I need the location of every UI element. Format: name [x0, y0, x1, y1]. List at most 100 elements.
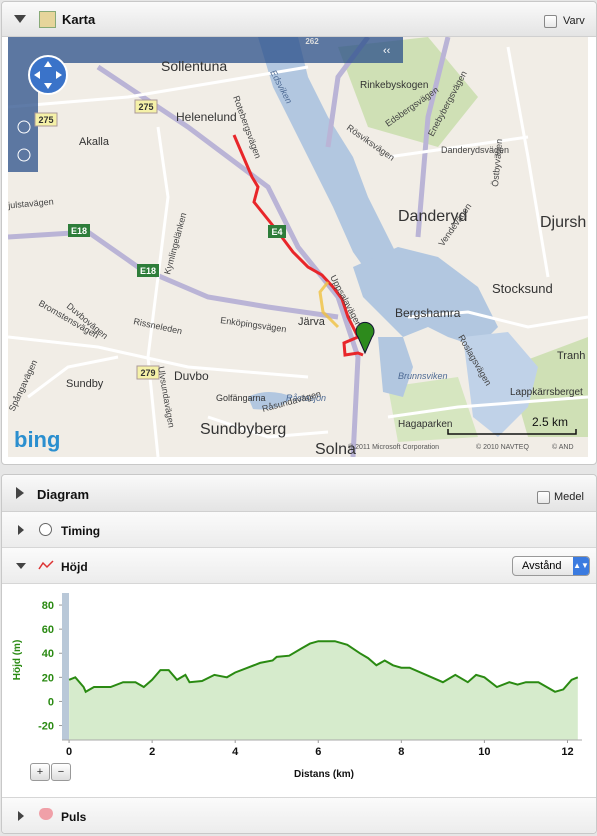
map-header: Karta Varv	[2, 2, 596, 37]
expand-arrow[interactable]	[18, 811, 24, 821]
road-label: 279	[140, 368, 155, 378]
zoom-in-button[interactable]: +	[30, 763, 50, 781]
expand-arrow[interactable]	[18, 525, 24, 535]
place: Akalla	[79, 136, 110, 148]
street: Danderydsvägen	[441, 145, 509, 155]
x-tick-label: 8	[398, 746, 404, 758]
road-label: E18	[71, 226, 87, 236]
route-alt	[318, 281, 340, 329]
x-tick-label: 6	[315, 746, 321, 758]
range-handle	[62, 593, 69, 740]
timing-row[interactable]: Timing	[2, 512, 596, 548]
water	[463, 332, 538, 437]
chart: Höjd (m) Distans (km) 80 60 40 20 0 -20 0 2 4 6 8 1…	[12, 593, 582, 780]
row-title: Höjd	[61, 560, 88, 574]
place: Brunnsviken	[398, 371, 448, 381]
elevation-line	[68, 640, 579, 694]
clock-icon	[39, 523, 52, 536]
x-axis-label: Distans (km)	[294, 769, 354, 780]
x-tick-label: 10	[478, 746, 490, 758]
street: Djulstavägen	[8, 196, 54, 210]
y-tick-label: 60	[42, 624, 54, 636]
road-label: 275	[138, 102, 153, 112]
copyright: © 2011 Microsoft Corporation © 2010 NAVT…	[348, 443, 574, 451]
route	[232, 134, 364, 357]
y-tick-label: 40	[42, 648, 54, 660]
place: Lappkärrsberget	[510, 387, 583, 398]
x-tick-label: 0	[66, 746, 72, 758]
panel-title: Karta	[62, 12, 96, 27]
area-fill	[69, 641, 578, 740]
place: Bergshamra	[395, 306, 461, 320]
map[interactable]: ‹‹ E4 E18 E18 275 275 279 262 Sollentuna…	[8, 37, 588, 457]
scale-bar	[447, 429, 577, 435]
place: Sundbyberg	[200, 421, 286, 438]
road-label: E4	[271, 227, 282, 237]
place: Tranh	[557, 350, 585, 362]
collapse-arrow[interactable]	[16, 563, 26, 569]
bing-logo: bing	[14, 427, 60, 452]
select-value: Avstånd	[522, 560, 562, 572]
place: Järva	[298, 316, 326, 328]
place: Hagaparken	[398, 419, 452, 430]
y-tick-label: 0	[48, 696, 54, 708]
water	[378, 337, 413, 397]
row-title: Timing	[61, 524, 101, 538]
checkbox-label: Varv	[563, 15, 585, 27]
checkbox[interactable]	[544, 15, 557, 28]
hojd-row[interactable]: Höjd Avstånd ▲▼	[2, 548, 596, 584]
diagram-header: Diagram Medel	[2, 475, 596, 512]
road-label: E18	[140, 266, 156, 276]
copyright-text: © 2010 NAVTEQ	[476, 443, 529, 451]
water	[248, 392, 293, 410]
panel-title: Diagram	[37, 487, 90, 502]
place: Golfängarna	[216, 393, 266, 403]
y-tick-label: -20	[38, 721, 54, 733]
road-label: 275	[38, 115, 53, 125]
select[interactable]: Avstånd ▲▼	[512, 556, 590, 576]
expand-arrow[interactable]	[16, 487, 24, 499]
collapse-arrow[interactable]	[14, 15, 26, 23]
collapse[interactable]: ‹‹	[383, 45, 391, 57]
place: Helenelund	[176, 110, 237, 124]
x-tick-label: 2	[149, 746, 155, 758]
checkbox-label: Medel	[554, 491, 584, 503]
x-tick-label: 4	[232, 746, 239, 758]
road-label: 262	[305, 37, 319, 46]
x-tick-label: 12	[561, 746, 573, 758]
place: Rinkebyskogen	[360, 80, 428, 91]
heart-icon	[39, 808, 53, 820]
map-icon	[39, 11, 56, 28]
zoom-in[interactable]	[17, 120, 31, 134]
road-badges: E4 E18 E18 275 275 279 262	[34, 37, 319, 380]
place: Sundby	[66, 378, 104, 390]
place: Råstasjön	[286, 393, 326, 403]
select-arrow: ▲▼	[573, 557, 589, 575]
y-tick-label: 80	[42, 600, 54, 612]
puls-row[interactable]: Puls	[2, 797, 596, 833]
y-tick-label: 20	[42, 672, 54, 684]
row-title: Puls	[61, 810, 87, 824]
place: Danderyd	[398, 208, 467, 225]
place: Duvbo	[174, 369, 209, 383]
checkbox[interactable]	[537, 491, 550, 504]
nav-bar	[8, 37, 403, 63]
zoom-out[interactable]	[17, 148, 31, 162]
place: Djursh	[540, 214, 586, 231]
copyright-text: © 2011 Microsoft Corporation	[348, 443, 439, 451]
street: Östbyvägen	[490, 138, 504, 187]
water	[258, 37, 403, 287]
place: Solna	[315, 441, 356, 457]
scale-label: 2.5 km	[532, 415, 568, 429]
pan-control[interactable]	[28, 55, 68, 95]
zoom-out-button[interactable]: −	[51, 763, 71, 781]
place: Sollentuna	[161, 58, 227, 74]
place: Stocksund	[492, 281, 553, 296]
elevation-icon	[38, 560, 54, 570]
pan-arrows	[34, 61, 62, 89]
end-marker	[355, 321, 375, 355]
water	[353, 247, 498, 347]
copyright-text: © AND	[552, 443, 574, 451]
y-axis-label: Höjd (m)	[12, 640, 23, 681]
